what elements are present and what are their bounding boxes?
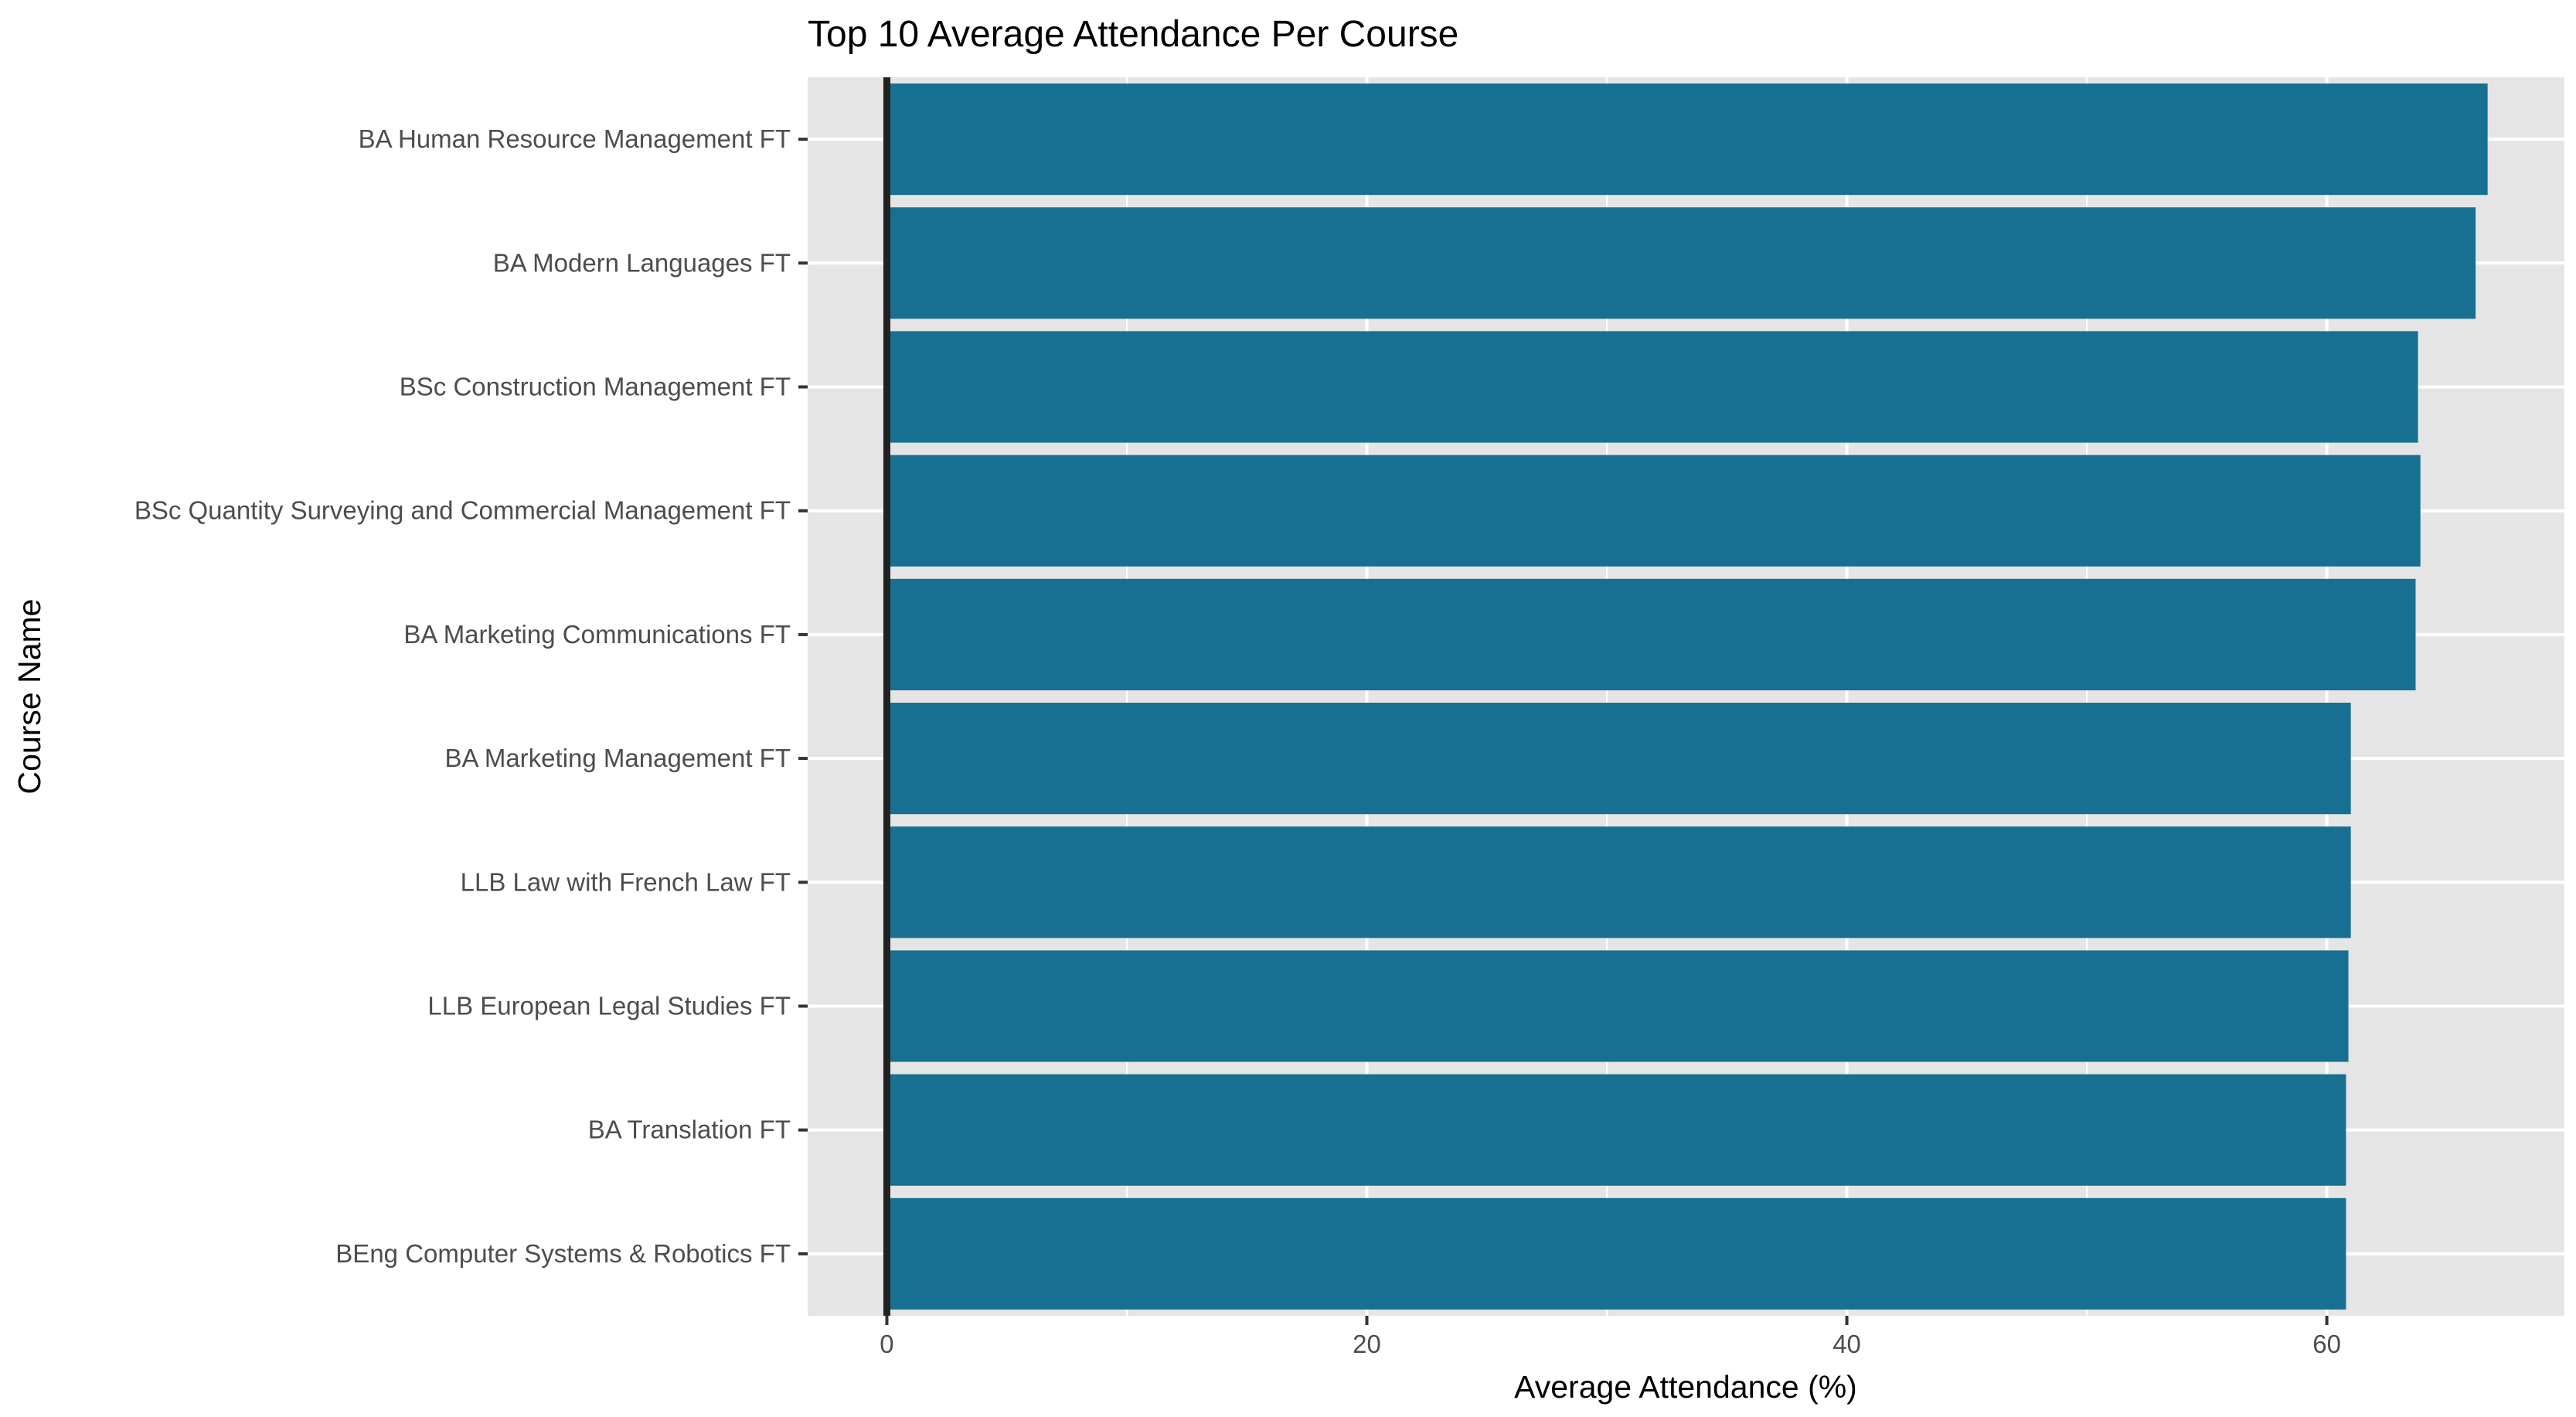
bar: [886, 83, 2488, 196]
chart-title: Top 10 Average Attendance Per Course: [808, 14, 1458, 55]
bar: [886, 207, 2476, 319]
y-tick-label: BA Marketing Communications FT: [403, 620, 791, 649]
y-tick-label: BA Human Resource Management FT: [359, 124, 791, 153]
y-tick-label: BA Translation FT: [588, 1116, 791, 1144]
bars: [886, 83, 2488, 1310]
y-axis: BA Human Resource Management FT BA Modern…: [134, 124, 808, 1268]
bar: [886, 578, 2416, 690]
y-tick-label: BSc Quantity Surveying and Commercial Ma…: [134, 496, 791, 525]
bar: [886, 1197, 2346, 1310]
bar: [886, 331, 2418, 443]
y-tick-label: LLB Law with French Law FT: [461, 867, 791, 896]
bar: [886, 703, 2351, 815]
x-tick-label: 40: [1832, 1330, 1861, 1358]
y-tick-label: BA Marketing Management FT: [444, 744, 791, 772]
bar: [886, 455, 2421, 567]
x-tick-label: 60: [2312, 1330, 2341, 1358]
x-axis-title: Average Attendance (%): [1514, 1369, 1857, 1405]
bar: [886, 950, 2349, 1062]
y-tick-label: BEng Computer Systems & Robotics FT: [335, 1239, 791, 1268]
x-tick-label: 0: [880, 1330, 893, 1358]
bar: [886, 1074, 2346, 1186]
y-axis-title: Course Name: [12, 599, 47, 795]
x-axis: 0 20 40 60: [880, 1316, 2341, 1358]
y-tick-label: BA Modern Languages FT: [493, 248, 791, 277]
bar: [886, 826, 2351, 938]
y-tick-label: BSc Construction Management FT: [400, 373, 791, 401]
y-tick-label: LLB European Legal Studies FT: [427, 992, 791, 1020]
x-tick-label: 20: [1353, 1330, 1381, 1358]
